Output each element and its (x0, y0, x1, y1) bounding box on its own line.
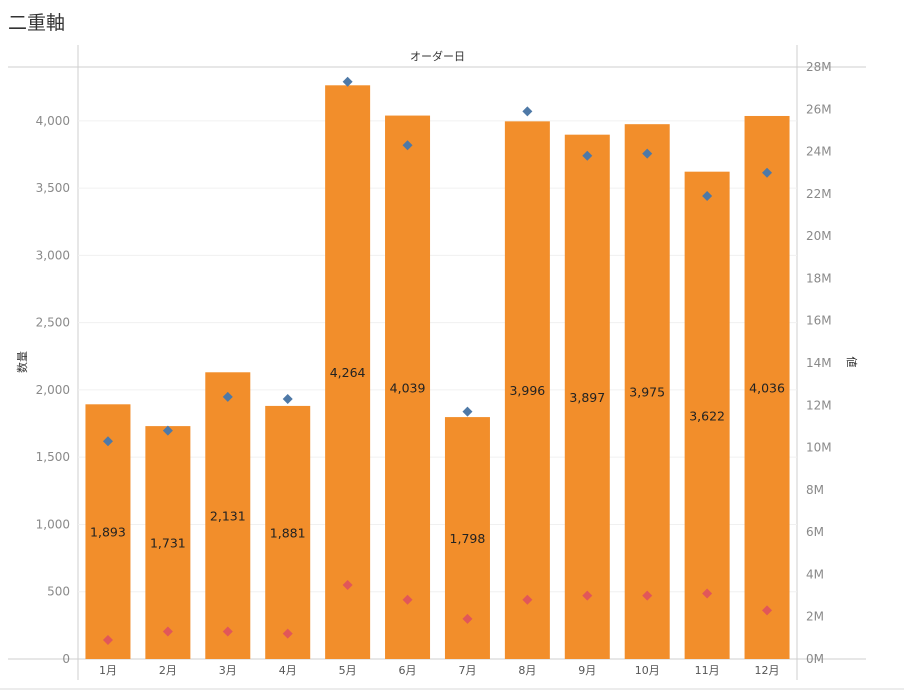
right-tick-label: 8M (806, 483, 824, 497)
bar-value-label: 1,731 (150, 536, 186, 551)
right-tick-label: 18M (806, 271, 832, 285)
bar (85, 404, 131, 659)
category-label: 2月 (159, 664, 177, 677)
bar (385, 115, 431, 659)
red-diamond-marker (222, 626, 233, 637)
bar-value-label: 3,975 (629, 385, 665, 400)
bar-value-label: 3,897 (569, 390, 605, 405)
left-tick-label: 3,500 (36, 181, 70, 195)
right-tick-label: 24M (806, 145, 832, 159)
header-label: オーダー日 (410, 49, 465, 63)
blue-diamond-marker (762, 167, 773, 178)
left-tick-label: 1,500 (36, 450, 70, 464)
category-label: 11月 (695, 664, 720, 677)
bar (205, 372, 251, 659)
red-diamond-marker (642, 590, 653, 601)
page-title: 二重軸 (8, 12, 66, 34)
red-diamond-marker (162, 626, 173, 637)
right-tick-label: 14M (806, 356, 832, 370)
left-tick-label: 2,500 (36, 316, 70, 330)
bar (504, 121, 550, 659)
category-label: 10月 (635, 664, 660, 677)
category-label: 7月 (458, 664, 476, 677)
right-tick-label: 22M (806, 187, 832, 201)
red-diamond-marker (342, 580, 353, 590)
right-tick-label: 10M (806, 441, 832, 455)
right-tick-label: 16M (806, 314, 832, 328)
category-label: 9月 (578, 664, 596, 677)
category-label: 4月 (279, 664, 297, 677)
red-diamond-marker (762, 605, 773, 616)
data-labels: 1,893 1,731 2,131 1,881 4,264 4,039 1,798 3,996… (90, 365, 785, 550)
red-diamond-marker (582, 590, 593, 601)
category-label: 1月 (99, 664, 117, 677)
category-label: 6月 (399, 664, 417, 677)
bar (564, 134, 610, 659)
category-label: 12月 (755, 664, 780, 677)
category-label: 5月 (339, 664, 357, 677)
blue-diamond-marker (462, 406, 473, 417)
right-tick-label: 28M (806, 60, 832, 74)
bar-series (85, 85, 790, 660)
axes: オーダー日 0 500 1,000 1,500 2,000 2,500 3,000 3,500 4… (16, 49, 858, 677)
blue-diamond-marker (402, 140, 413, 151)
blue-diamond-marker (162, 425, 173, 436)
bar-value-label: 2,131 (210, 509, 246, 524)
left-tick-label: 3,000 (36, 248, 70, 262)
blue-diamond-marker (642, 148, 653, 159)
blue-diamond-marker (222, 391, 233, 402)
bar-value-label: 1,881 (270, 525, 306, 540)
right-tick-label: 2M (806, 610, 824, 624)
bar-value-label: 4,039 (390, 380, 426, 395)
bar-value-label: 1,893 (90, 525, 126, 540)
red-diamond-marker (522, 594, 533, 605)
bar (325, 85, 371, 660)
blue-diamond-marker (582, 150, 593, 161)
left-tick-label: 500 (47, 585, 70, 599)
blue-diamond-marker (282, 393, 293, 404)
right-tick-label: 20M (806, 229, 832, 243)
red-diamond-marker (462, 613, 473, 624)
bar-value-label: 3,622 (689, 408, 725, 423)
bar (265, 405, 311, 659)
bar (684, 171, 730, 659)
left-tick-label: 1,000 (36, 517, 70, 531)
red-diamond-marker (702, 588, 713, 599)
bar (624, 124, 670, 659)
bar (744, 115, 790, 659)
marker-series (102, 76, 773, 645)
gridlines (78, 120, 797, 593)
blue-diamond-marker (342, 76, 353, 87)
bar-value-label: 1,798 (450, 531, 486, 546)
left-axis-label: 数量 (16, 351, 29, 373)
blue-diamond-marker (702, 190, 713, 201)
right-axis-label: 値 (845, 357, 858, 368)
category-label: 3月 (219, 664, 237, 677)
bar-value-label: 4,036 (749, 380, 785, 395)
red-diamond-marker (282, 628, 293, 639)
right-tick-label: 26M (806, 102, 832, 116)
bar-value-label: 3,996 (509, 383, 545, 398)
blue-diamond-marker (102, 436, 113, 447)
bar (145, 426, 191, 659)
right-tick-label: 0M (806, 652, 824, 666)
bar-value-label: 4,264 (330, 365, 366, 380)
red-diamond-marker (402, 594, 413, 605)
left-tick-label: 4,000 (36, 114, 70, 128)
left-tick-label: 2,000 (36, 383, 70, 397)
blue-diamond-marker (522, 106, 533, 117)
red-diamond-marker (102, 634, 113, 645)
category-label: 8月 (518, 664, 536, 677)
right-tick-label: 6M (806, 525, 824, 539)
left-tick-label: 0 (62, 652, 70, 666)
right-tick-label: 12M (806, 398, 832, 412)
right-tick-label: 4M (806, 567, 824, 581)
